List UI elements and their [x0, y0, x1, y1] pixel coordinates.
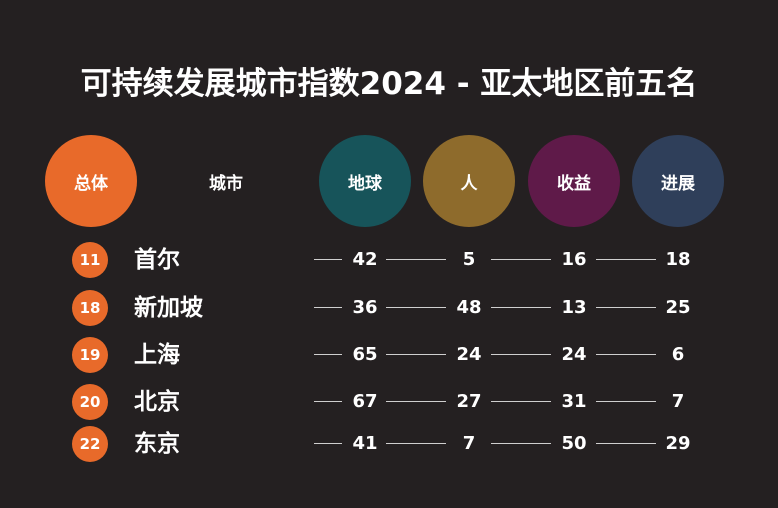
row-divider-line	[314, 354, 342, 355]
planet-value: 42	[352, 249, 378, 270]
rank-badge: 20	[72, 384, 108, 420]
row-divider-line	[386, 401, 446, 402]
row-divider-line	[596, 354, 656, 355]
progress-value: 25	[665, 297, 691, 318]
row-divider-line	[314, 401, 342, 402]
people-value: 27	[456, 391, 482, 412]
chart-title: 可持续发展城市指数2024 - 亚太地区前五名	[80, 66, 698, 102]
table-row: 20 北京 67 27 31 7	[0, 384, 778, 420]
row-divider-line	[596, 259, 656, 260]
profit-header-circle: 收益	[528, 135, 620, 227]
city-name: 北京	[134, 389, 180, 415]
rank-badge: 19	[72, 337, 108, 373]
header-row: 总体 城市 地球 人 收益 进展	[0, 135, 778, 227]
row-divider-line	[386, 354, 446, 355]
people-header-circle: 人	[423, 135, 515, 227]
people-value: 7	[462, 433, 476, 454]
city-name: 东京	[134, 431, 180, 457]
planet-value: 65	[352, 344, 378, 365]
table-row: 19 上海 65 24 24 6	[0, 337, 778, 373]
progress-value: 29	[665, 433, 691, 454]
profit-value: 13	[561, 297, 587, 318]
table-row: 22 东京 41 7 50 29	[0, 426, 778, 462]
row-divider-line	[386, 307, 446, 308]
city-name: 上海	[134, 342, 180, 368]
progress-value: 18	[665, 249, 691, 270]
row-divider-line	[386, 443, 446, 444]
people-header-label: 人	[460, 173, 478, 194]
profit-value: 16	[561, 249, 587, 270]
table-row: 11 首尔 42 5 16 18	[0, 242, 778, 278]
progress-value: 7	[671, 391, 685, 412]
people-value: 5	[462, 249, 476, 270]
city-name: 新加坡	[134, 295, 203, 321]
planet-header-circle: 地球	[319, 135, 411, 227]
row-divider-line	[314, 307, 342, 308]
rank-badge: 22	[72, 426, 108, 462]
row-divider-line	[596, 307, 656, 308]
city-header-label: 城市	[209, 173, 243, 194]
planet-value: 67	[352, 391, 378, 412]
row-divider-line	[596, 401, 656, 402]
profit-header-label: 收益	[557, 173, 591, 194]
planet-value: 36	[352, 297, 378, 318]
rank-badge: 11	[72, 242, 108, 278]
row-divider-line	[491, 443, 551, 444]
row-divider-line	[314, 443, 342, 444]
overall-header-label: 总体	[74, 173, 108, 194]
overall-header-circle: 总体	[45, 135, 137, 227]
people-value: 48	[456, 297, 482, 318]
progress-header-label: 进展	[661, 173, 695, 194]
profit-value: 50	[561, 433, 587, 454]
profit-value: 31	[561, 391, 587, 412]
progress-value: 6	[671, 344, 685, 365]
table-row: 18 新加坡 36 48 13 25	[0, 290, 778, 326]
people-value: 24	[456, 344, 482, 365]
row-divider-line	[314, 259, 342, 260]
rank-badge: 18	[72, 290, 108, 326]
progress-header-circle: 进展	[632, 135, 724, 227]
city-name: 首尔	[134, 247, 180, 273]
row-divider-line	[491, 259, 551, 260]
row-divider-line	[491, 401, 551, 402]
profit-value: 24	[561, 344, 587, 365]
row-divider-line	[596, 443, 656, 444]
row-divider-line	[491, 307, 551, 308]
row-divider-line	[491, 354, 551, 355]
planet-header-label: 地球	[348, 173, 382, 194]
row-divider-line	[386, 259, 446, 260]
planet-value: 41	[352, 433, 378, 454]
